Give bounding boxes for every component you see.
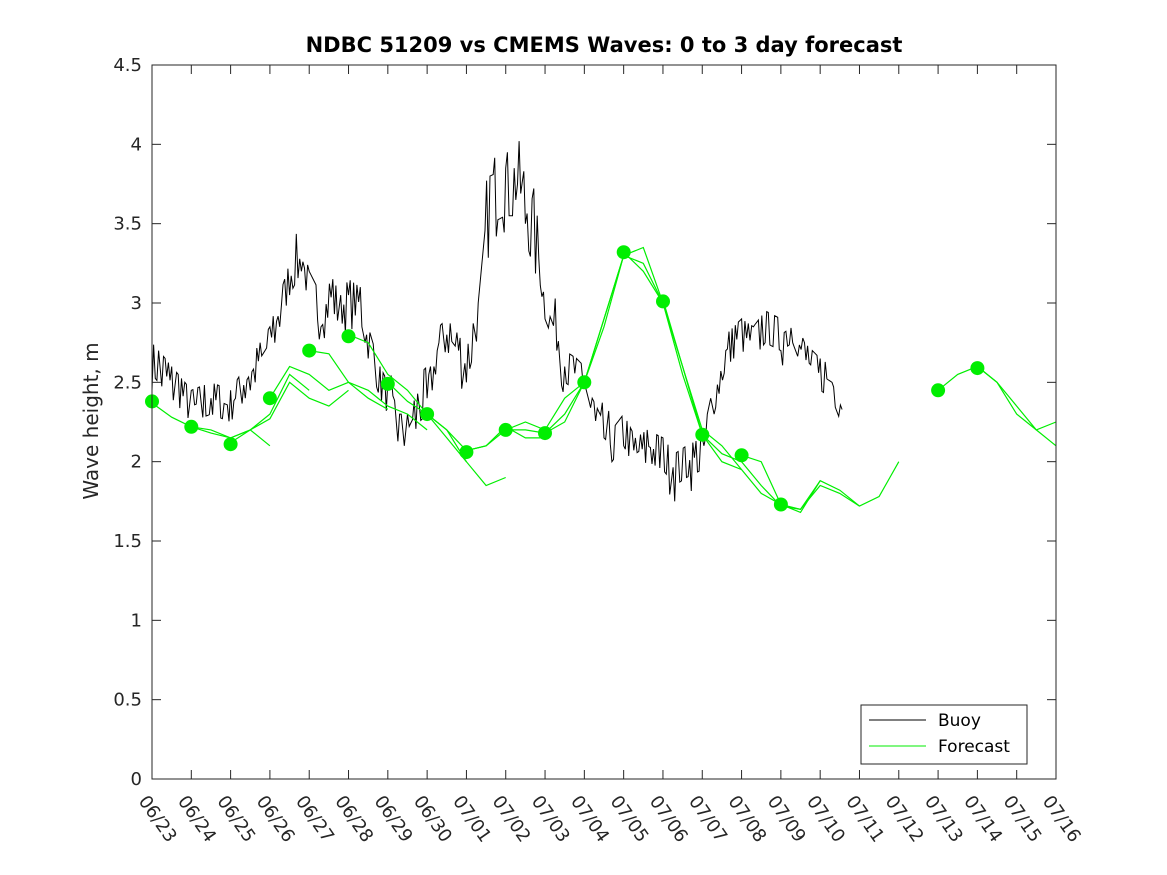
y-tick-label-9: 4.5 — [113, 55, 142, 76]
forecast-run-line-11 — [583, 246, 703, 435]
plot-area — [152, 65, 1056, 779]
forecast-marker-10 — [538, 426, 552, 441]
forecast-marker-14 — [695, 427, 710, 442]
series-layer — [145, 141, 1057, 514]
forecast-run-line-5 — [348, 334, 467, 463]
forecast-run-line-2 — [230, 381, 349, 444]
forecast-marker-8 — [459, 445, 474, 460]
forecast-run-line-13 — [662, 299, 782, 506]
forecast-marker-9 — [498, 422, 513, 437]
forecast-marker-5 — [341, 329, 356, 344]
y-tick-label-0: 0 — [131, 769, 142, 790]
forecast-marker-12 — [616, 245, 631, 260]
chart-title: NDBC 51209 vs CMEMS Waves: 0 to 3 day fo… — [306, 33, 903, 57]
forecast-marker-4 — [302, 343, 317, 358]
legend-box — [860, 704, 1028, 765]
forecast-run-line-16 — [780, 461, 900, 514]
y-tick-label-2: 1 — [131, 610, 142, 631]
y-tick-label-1: 0.5 — [113, 690, 142, 711]
y-tick-label-6: 3 — [131, 293, 142, 314]
forecast-marker-16 — [773, 497, 788, 512]
y-tick-label-4: 2 — [131, 452, 142, 473]
y-axis-label: Wave height, m — [79, 342, 103, 499]
forecast-run-line-15 — [741, 454, 860, 510]
forecast-marker-7 — [420, 407, 435, 422]
buoy-series-line — [151, 141, 843, 502]
forecast-marker-17 — [931, 383, 946, 398]
forecast-marker-15 — [734, 448, 749, 463]
forecast-run-line-10 — [544, 254, 664, 434]
forecast-marker-1 — [184, 419, 199, 434]
axes-box — [151, 64, 1057, 780]
forecast-marker-3 — [262, 391, 277, 406]
forecast-marker-18 — [970, 361, 985, 376]
legend: Buoy Forecast — [860, 704, 1028, 765]
y-tick-label-5: 2.5 — [113, 372, 142, 393]
y-tick-label-7: 3.5 — [113, 214, 142, 235]
y-tick-label-3: 1.5 — [113, 531, 142, 552]
forecast-run-line-4 — [309, 350, 428, 431]
legend-buoy-label: Buoy — [938, 711, 981, 731]
forecast-marker-6 — [380, 376, 395, 391]
forecast-marker-11 — [577, 375, 592, 390]
legend-forecast-label: Forecast — [938, 737, 1010, 757]
forecast-run-line-3 — [269, 365, 389, 410]
forecast-run-line-18 — [977, 366, 1057, 431]
forecast-marker-13 — [656, 294, 670, 309]
y-tick-label-8: 4 — [131, 134, 142, 155]
forecast-marker-2 — [223, 437, 238, 452]
forecast-run-line-8 — [466, 381, 585, 452]
